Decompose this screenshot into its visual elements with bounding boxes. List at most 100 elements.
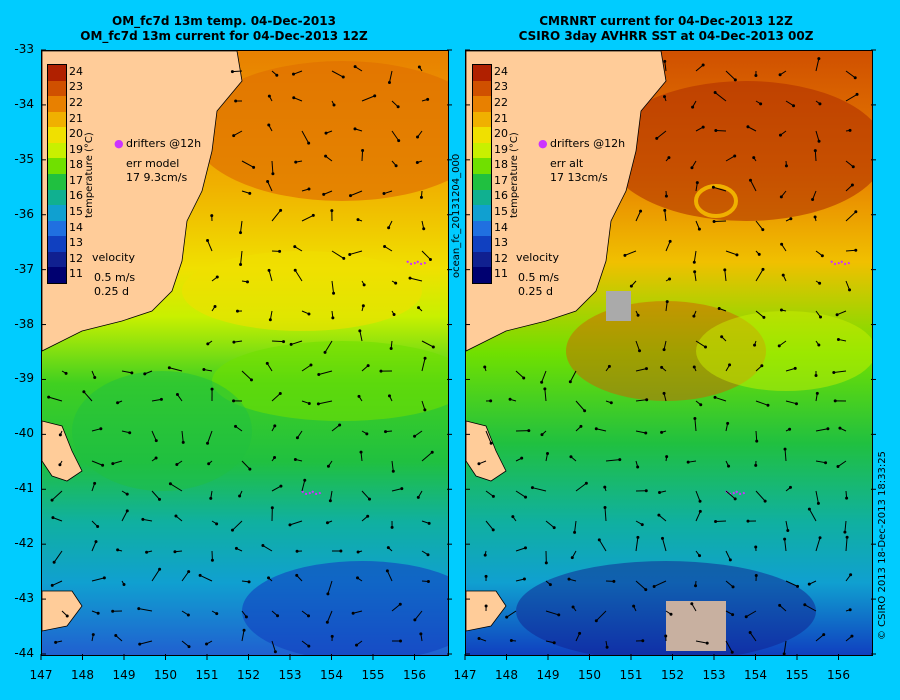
colorbar-tick-label: 19 [69,143,83,156]
left-green-patch [72,371,252,491]
velocity-arrow-head [357,218,360,221]
longitude-tick-label: 153 [275,668,305,682]
velocity-arrow-head [836,313,839,316]
velocity-arrow-head [282,340,285,343]
velocity-arrow-head [819,316,822,319]
velocity-arrow-head [694,584,697,587]
colorbar-segment [473,236,491,252]
velocity-arrow-head [47,396,50,399]
velocity-arrow-head [714,91,717,94]
velocity-arrow-head [93,376,96,379]
velocity-arrow-head [420,196,423,199]
velocity-arrow [815,151,816,161]
left-velocity-time: 0.25 d [94,285,129,298]
velocity-arrow-head [295,574,298,577]
colorbar-segment [48,221,66,237]
velocity-arrow-head [687,461,690,464]
velocity-arrow-head [187,614,190,617]
left-drifters-marker: ● [114,137,124,150]
velocity-arrow-head [427,580,430,583]
right-nodata-2 [666,601,726,651]
velocity-arrow-head [824,461,827,464]
velocity-arrow-head [645,367,648,370]
velocity-arrow-head [276,614,279,617]
colorbar-tick-label: 22 [494,96,508,109]
right-colorbar [472,64,492,284]
velocity-arrow-head [818,102,821,105]
velocity-arrow-head [836,465,839,468]
velocity-arrow-head [326,621,329,624]
velocity-arrow-head [160,398,163,401]
velocity-arrow-head [520,457,523,460]
velocity-arrow [272,341,284,342]
colorbar-tick-label: 20 [494,127,508,140]
left-title: OM_fc7d 13m temp. 04-Dec-2013 OM_fc7d 13… [14,14,434,44]
right-map [466,51,872,655]
left-velocity-label: velocity [92,251,135,264]
velocity-arrow-head [485,604,488,607]
velocity-arrow-head [569,380,572,383]
left-velocity-scale: 0.5 m/s [94,271,135,284]
longitude-tick-label: 155 [358,668,388,682]
left-map-panel [41,50,449,656]
velocity-arrow-head [66,615,69,618]
velocity-arrow-head [384,430,387,433]
velocity-arrow-head [394,282,397,285]
colorbar-tick-label: 19 [494,143,508,156]
velocity-arrow-head [358,329,361,332]
velocity-arrow-head [666,300,669,303]
velocity-arrow-head [754,464,757,467]
velocity-arrow-head [360,451,363,454]
velocity-arrow-head [267,576,270,579]
velocity-arrow-head [691,106,694,109]
velocity-arrow-head [783,538,786,541]
colorbar-segment [473,81,491,97]
velocity-arrow-head [714,520,717,523]
velocity-arrow-head [759,102,762,105]
velocity-arrow-head [754,545,757,548]
velocity-arrow-head [271,172,274,175]
latitude-tick-label: -40 [2,426,34,440]
colorbar-tick-label: 11 [69,267,83,280]
velocity-arrow-head [818,282,821,285]
velocity-arrow-head [610,401,613,404]
colorbar-segment [473,221,491,237]
velocity-arrow-head [510,639,513,642]
velocity-arrow-head [784,448,787,451]
velocity-arrow-head [202,368,205,371]
velocity-arrow-head [664,635,667,638]
colorbar-tick-label: 21 [69,112,83,125]
velocity-arrow-head [706,642,709,645]
velocity-arrow-head [692,315,695,318]
latitude-tick-label: -39 [2,371,34,385]
colorbar-tick-label: 18 [494,158,508,171]
velocity-arrow-head [349,194,352,197]
velocity-arrow-head [641,639,644,642]
velocity-arrow-head [317,373,320,376]
velocity-arrow-head [111,462,114,465]
velocity-arrow-head [746,125,749,128]
velocity-arrow-head [749,631,752,634]
velocity-arrow-head [553,526,556,529]
credit-label: © CSIRO 2013 18-Dec-2013 18:33:25 [877,451,888,640]
colorbar-segment [473,143,491,159]
velocity-arrow-head [779,134,782,137]
velocity-arrow-head [386,569,389,572]
velocity-arrow-head [397,139,400,142]
velocity-arrow-head [92,633,95,636]
velocity-arrow-head [368,498,371,501]
velocity-arrow-head [373,94,376,97]
velocity-arrow-head [307,312,310,315]
longitude-tick-label: 151 [616,668,646,682]
velocity-arrow-head [492,495,495,498]
velocity-arrow-head [720,335,723,338]
velocity-arrow-head [572,605,575,608]
velocity-arrow-head [387,546,390,549]
velocity-arrow-head [126,493,129,496]
right-err-value: 17 13cm/s [550,171,608,184]
colorbar-tick-label: 14 [494,221,508,234]
velocity-arrow-head [324,351,327,354]
velocity-arrow-head [187,570,190,573]
velocity-arrow-head [357,395,360,398]
longitude-tick-label: 152 [658,668,688,682]
